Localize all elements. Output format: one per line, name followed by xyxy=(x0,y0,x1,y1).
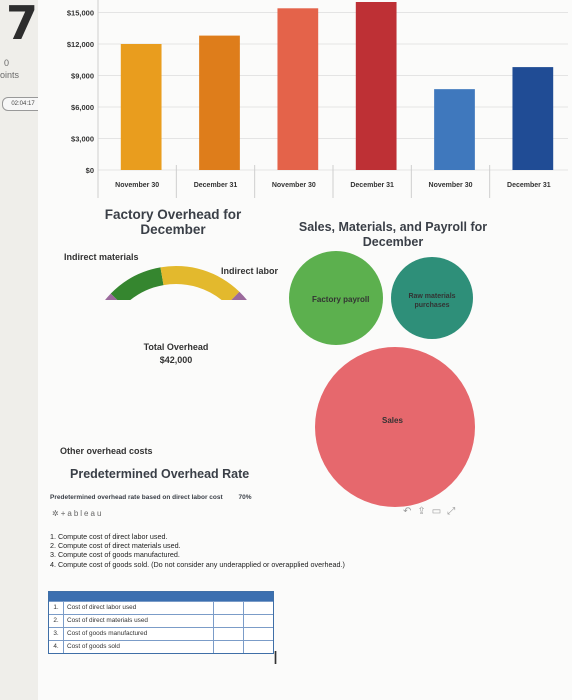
bar xyxy=(434,89,475,170)
donut-slice xyxy=(160,266,240,300)
question-item: 2. Compute cost of direct materials used… xyxy=(50,541,181,551)
question-item: 3. Compute cost of goods manufactured. xyxy=(50,550,180,560)
fullscreen-icon[interactable]: ⤢ xyxy=(447,506,462,517)
bar-chart: $15,000 $12,000 $9,000 $6,000 $3,000 $0 Novemb… xyxy=(67,0,568,198)
bubble-label-raw-materials: Raw materials purchases xyxy=(408,293,456,309)
comment-icon[interactable]: ▭ xyxy=(431,506,448,517)
gutter-label-b: oints xyxy=(0,70,20,80)
row-number: 2. xyxy=(49,615,64,627)
y-tick-label: $6,000 xyxy=(71,103,94,112)
bubble-title: Sales, Materials, and Payroll for Decemb… xyxy=(298,220,488,249)
row-number: 4. xyxy=(49,641,64,653)
y-tick-label: $12,000 xyxy=(67,40,94,49)
question-item: 1. Compute cost of direct labor used. xyxy=(50,532,168,541)
total-overhead-label: Total Overhead xyxy=(143,342,209,352)
donut-center-label: Total Overhead $42,000 xyxy=(126,341,226,367)
timer-text: 02:04:17 xyxy=(11,101,35,107)
share-icon[interactable]: ⇪ xyxy=(417,506,432,517)
answer-cell[interactable] xyxy=(244,628,273,640)
row-number: 3. xyxy=(49,628,64,640)
bubble-sales xyxy=(315,347,475,507)
slice-label-indirect-materials: Indirect materials xyxy=(64,252,139,262)
bar xyxy=(199,35,240,170)
bar xyxy=(120,44,162,170)
donut-slice xyxy=(105,291,247,300)
x-tick-label: December 31 xyxy=(194,182,238,189)
bar xyxy=(277,8,319,170)
row-label: Cost of goods sold xyxy=(64,641,214,653)
dashboard-sheet: $15,000 $12,000 $9,000 $6,000 $3,000 $0 Novemb… xyxy=(38,0,572,700)
table-row: 2. Cost of direct materials used xyxy=(49,614,273,627)
text-cursor-icon: I xyxy=(273,648,279,668)
answer-cell[interactable] xyxy=(244,602,273,614)
y-tick-label: $9,000 xyxy=(71,72,94,81)
predetermined-label: Predetermined overhead rate based on dir… xyxy=(50,494,223,501)
row-number: 1. xyxy=(49,602,64,614)
donut-title: Factory Overhead for December xyxy=(104,207,242,237)
answer-cell[interactable] xyxy=(244,615,273,627)
answer-cell[interactable] xyxy=(214,628,244,640)
slice-label-other-overhead: Other overhead costs xyxy=(60,446,153,456)
gutter-label-a: 0 xyxy=(4,58,10,68)
bubble-label-factory-payroll: Factory payroll xyxy=(312,295,370,304)
answer-table: 1. Cost of direct labor used 2. Cost of … xyxy=(48,591,274,654)
x-tick-label: November 30 xyxy=(429,182,473,189)
tableau-logo: ✲+ableau xyxy=(52,509,103,518)
row-label: Cost of goods manufactured xyxy=(64,628,214,640)
answer-table-header xyxy=(49,592,273,601)
tableau-wordmark: +ableau xyxy=(60,509,104,518)
table-row: 4. Cost of goods sold xyxy=(49,640,273,653)
y-tick-label: $15,000 xyxy=(67,9,94,18)
predetermined-heading: Predetermined Overhead Rate xyxy=(70,467,250,481)
x-tick-label: November 30 xyxy=(115,182,159,189)
total-overhead-value: $42,000 xyxy=(159,355,193,365)
y-tick-label: $0 xyxy=(86,166,94,175)
bubble-label-sales: Sales xyxy=(382,416,403,425)
table-row: 1. Cost of direct labor used xyxy=(49,601,273,614)
answer-cell[interactable] xyxy=(214,615,244,627)
row-label: Cost of direct materials used xyxy=(64,615,214,627)
predetermined-line: Predetermined overhead rate based on dir… xyxy=(50,494,252,501)
x-tick-label: December 31 xyxy=(507,182,551,189)
answer-cell[interactable] xyxy=(214,641,244,653)
row-label: Cost of direct labor used xyxy=(64,602,214,614)
bar xyxy=(355,2,397,170)
x-tick-label: November 30 xyxy=(272,182,316,189)
tableau-mark-icon: ✲ xyxy=(52,509,61,518)
answer-cell[interactable] xyxy=(214,602,244,614)
bar xyxy=(512,67,554,170)
slice-label-indirect-labor: Indirect labor xyxy=(221,266,279,276)
question-item: 4. Compute cost of goods sold. (Do not c… xyxy=(50,559,345,569)
predetermined-value: 70% xyxy=(238,494,252,501)
table-row: 3. Cost of goods manufactured xyxy=(49,627,273,640)
y-tick-label: $3,000 xyxy=(71,135,94,144)
donut-chart xyxy=(105,266,247,300)
donut-slice xyxy=(110,267,164,300)
undo-icon[interactable]: ↶ xyxy=(403,506,418,517)
answer-cell[interactable] xyxy=(244,641,273,653)
question-list: 1. Compute cost of direct labor used. 2.… xyxy=(50,532,345,569)
x-tick-label: December 31 xyxy=(350,182,394,189)
viz-toolbar[interactable]: ↶⇪▭⤢ xyxy=(403,506,461,517)
question-number: 7 xyxy=(6,0,39,50)
